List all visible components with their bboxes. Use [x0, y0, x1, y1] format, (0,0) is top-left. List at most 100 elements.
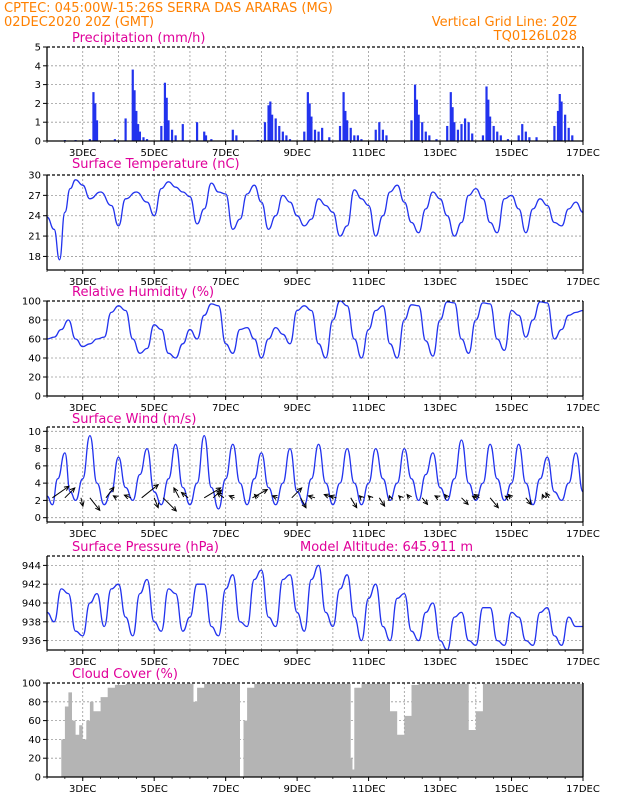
wind-vector	[541, 493, 547, 500]
precip-bar	[267, 105, 270, 141]
pressure-panel: Surface Pressure (hPa) Model Altitude: 6…	[22, 540, 600, 668]
series-line	[46, 300, 584, 359]
wind-arrow-head	[473, 493, 480, 500]
precip-bar	[321, 127, 324, 141]
x-tick-label: 5DEC	[141, 657, 168, 668]
wind-vector	[328, 494, 337, 500]
precip-bar	[385, 135, 388, 141]
wind-vector	[421, 497, 429, 506]
wind-vector	[307, 494, 316, 500]
wind-arrow-head	[79, 501, 85, 508]
y-tick-label: 938	[22, 617, 41, 628]
x-tick-label: 5DEC	[141, 148, 168, 159]
wind-arrow-shaft	[350, 497, 358, 508]
x-tick-label: 13DEC	[423, 657, 457, 668]
model-altitude-label: Model Altitude: 645.911 m	[300, 540, 473, 555]
x-tick-label: 15DEC	[495, 784, 529, 795]
x-tick-label: 11DEC	[352, 784, 386, 795]
temperature-panel: Surface Temperature (nC) 18 21 24 27 30 3DEC 5…	[28, 157, 600, 288]
precip-bar	[163, 82, 167, 141]
precip-bar	[308, 103, 311, 141]
precip-bar	[165, 97, 168, 141]
wind-vector	[79, 497, 85, 508]
wind-vector	[123, 494, 132, 500]
precip-bar	[360, 139, 363, 141]
wind-arrow-head	[463, 499, 469, 506]
wind-vector	[443, 493, 450, 500]
precip-bar	[278, 125, 281, 141]
precip-bar	[344, 110, 347, 141]
y-tick-label: 0	[35, 513, 41, 524]
precip-bar	[517, 135, 520, 141]
y-tick-label: 3	[35, 80, 41, 91]
cloud-cover-panel: Cloud Cover (%) 0 20 40 60 80 100 3DEC 5DEC 7DEC…	[22, 667, 600, 795]
y-tick-label: 5	[35, 43, 41, 54]
x-tick-label: 17DEC	[566, 657, 600, 668]
precip-bar	[451, 107, 454, 141]
precip-bar	[285, 135, 288, 141]
precip-bar	[274, 118, 277, 141]
precip-bar	[428, 135, 431, 141]
x-tick-label: 13DEC	[423, 529, 457, 540]
wind-arrow-head	[526, 499, 532, 506]
wind-vector	[228, 494, 235, 500]
wind-arrow-shaft	[105, 486, 115, 499]
wind-arrow-head	[443, 493, 450, 500]
precip-bar	[467, 122, 470, 141]
precip-bar	[338, 125, 342, 141]
wind-arrow-shaft	[216, 492, 225, 499]
wind-arrow-head	[271, 495, 278, 500]
wind-arrow-shaft	[173, 487, 180, 499]
wind-vector	[216, 492, 225, 499]
precip-bar	[204, 135, 208, 141]
precip-bar	[349, 127, 352, 141]
precip-bar	[424, 131, 427, 141]
precip-bar	[288, 139, 292, 141]
precip-bar	[328, 137, 331, 141]
wind-arrow-head	[328, 494, 335, 500]
wind-arrow-shaft	[212, 489, 222, 499]
precip-bar	[174, 135, 177, 141]
precipitation-panel: Precipitation (mm/h) 0 1 2 3 4 5 3DEC 5DEC 7DEC 9…	[35, 31, 600, 159]
wind-vector	[397, 494, 404, 501]
wind-vector	[173, 486, 180, 499]
y-tick-label: 936	[22, 636, 41, 647]
wind-arrow-shaft	[421, 497, 428, 505]
wind-arrow-head	[262, 489, 269, 494]
precip-bar	[456, 129, 460, 141]
precip-bar	[460, 124, 463, 141]
precip-bar	[564, 114, 567, 141]
header-model-id: TQ0126L028	[493, 29, 577, 44]
precip-bar	[170, 129, 174, 141]
precip-bar	[410, 120, 413, 141]
precip-bar	[281, 131, 284, 141]
precip-bar	[306, 92, 309, 141]
wind-arrow-shaft	[80, 497, 84, 507]
precip-bar	[481, 135, 485, 141]
wind-vector	[52, 485, 70, 499]
wind-arrow-shaft	[252, 489, 268, 499]
x-tick-label: 5DEC	[141, 277, 168, 288]
precip-bar	[567, 127, 570, 141]
wind-arrow-head	[153, 483, 160, 490]
wind-vector	[358, 494, 365, 501]
x-tick-label: 13DEC	[423, 784, 457, 795]
y-tick-label: 80	[28, 697, 41, 708]
wind-panel: Surface Wind (m/s) 0 2 4 6 8 10 3DEC 5DEC 7DEC 9D…	[28, 412, 600, 540]
wind-vector	[367, 494, 374, 501]
header-init-time: 02DEC2020 20Z (GMT)	[4, 15, 154, 30]
y-tick-label: 4	[35, 61, 41, 72]
y-tick-label: 27	[28, 191, 41, 202]
pressure-title: Surface Pressure (hPa)	[72, 540, 219, 555]
x-tick-label: 3DEC	[69, 403, 96, 414]
x-tick-label: 17DEC	[566, 784, 600, 795]
precip-bar	[137, 124, 140, 141]
precip-bar	[453, 122, 456, 141]
x-tick-label: 13DEC	[423, 148, 457, 159]
x-tick-label: 17DEC	[566, 277, 600, 288]
y-tick-label: 0	[35, 773, 41, 784]
precip-bar	[310, 116, 313, 141]
wind-arrow-shaft	[489, 497, 499, 509]
x-tick-label: 7DEC	[212, 403, 239, 414]
